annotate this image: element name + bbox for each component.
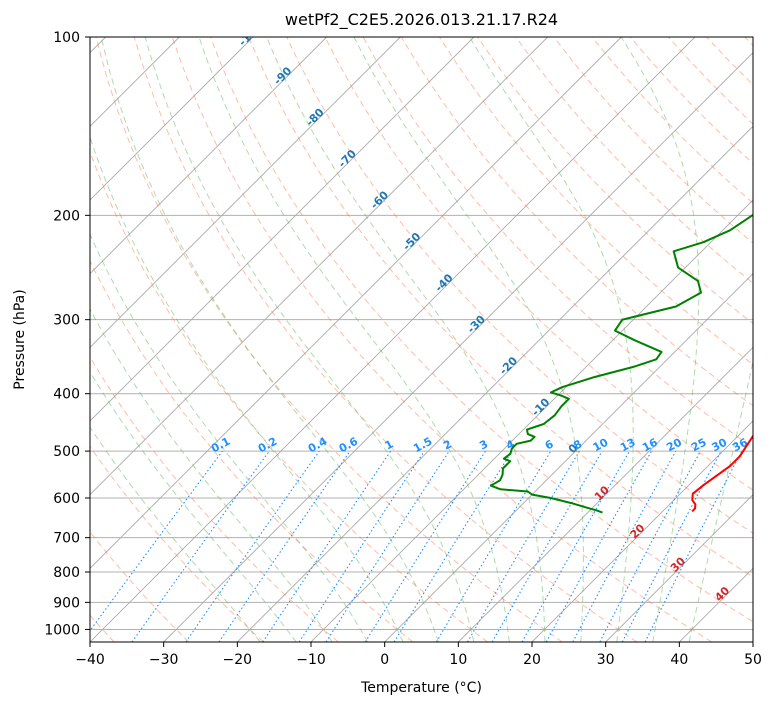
x-tick-label: −20 — [223, 652, 253, 668]
y-tick-label: 400 — [53, 387, 80, 403]
isotherm-line — [90, 37, 696, 642]
dry-adiabat-line — [324, 37, 753, 491]
mixing-ratio-label: 10 — [591, 435, 611, 454]
dry-adiabat-label: -100 — [236, 20, 265, 49]
isotherm-line — [90, 37, 401, 348]
moist-adiabat-line — [90, 370, 297, 642]
moist-adiabat-line — [688, 358, 753, 642]
moist-adiabat-line — [266, 37, 546, 642]
dewpoint-profile-line — [489, 213, 753, 514]
dry-adiabat-line — [515, 37, 753, 284]
mixing-ratio-line — [131, 450, 270, 642]
mixing-ratio-line — [218, 450, 351, 642]
x-tick-label: 20 — [523, 652, 541, 668]
plot-area: 0.10.20.40.611.52346810131620253036-100-… — [90, 20, 753, 642]
isotherm-line — [90, 37, 622, 569]
mixing-ratio-label: 30 — [710, 436, 730, 455]
moist-adiabat-line — [144, 37, 475, 642]
profile-series — [489, 213, 753, 514]
isotherm-line — [458, 346, 753, 642]
temperature-profile-line — [691, 434, 753, 513]
isotherm-line — [163, 52, 753, 642]
pressure-gridlines — [90, 37, 753, 630]
moist-adiabat-line — [100, 37, 439, 642]
y-tick-label: 300 — [53, 313, 80, 329]
mixing-ratio-line — [325, 450, 450, 642]
mixing-ratio-label: 20 — [664, 435, 684, 454]
dry-adiabat-line — [210, 37, 753, 623]
x-tick-label: −40 — [75, 652, 105, 668]
y-tick-label: 800 — [53, 565, 80, 581]
moist-adiabat-line — [90, 232, 369, 642]
isotherm-line — [90, 37, 327, 275]
chart-title: wetPf2_C2E5.2026.013.21.17.R24 — [285, 10, 558, 30]
mixing-ratio-line — [545, 450, 653, 642]
y-tick-label: 700 — [53, 531, 80, 547]
y-axis-label: Pressure (hPa) — [12, 289, 28, 389]
x-axis-label: Temperature (°C) — [360, 680, 482, 696]
x-tick-label: 10 — [449, 652, 467, 668]
x-tick-label: 50 — [744, 652, 762, 668]
moist-adiabat-line — [90, 135, 404, 642]
isotherm-line — [90, 37, 548, 496]
y-axis-ticks: 100 200 300 400 500 600 700 800 900 1000 — [44, 30, 90, 638]
isotherm-line — [531, 420, 753, 642]
dry-adiabat-line — [90, 445, 264, 642]
isotherm-lines — [90, 37, 753, 642]
isotherm-line — [384, 273, 753, 642]
x-tick-label: 30 — [597, 652, 615, 668]
background-line-labels: 0.10.20.40.611.52346810131620253036-100-… — [209, 20, 750, 604]
isotherm-line — [237, 125, 753, 642]
x-axis-ticks: −40 −30 −20 −10 0 10 20 30 40 50 — [75, 642, 762, 668]
mixing-ratio-line — [572, 450, 677, 642]
mixing-ratio-line — [521, 450, 630, 642]
mixing-ratio-lines — [90, 450, 743, 642]
mixing-ratio-line — [262, 450, 392, 642]
y-tick-label: 900 — [53, 595, 80, 611]
isotherm-line — [90, 37, 475, 422]
moist-adiabat-line — [198, 37, 510, 642]
mixing-ratio-line — [644, 450, 743, 642]
mixing-ratio-label: 25 — [689, 436, 709, 455]
dry-adiabat-line — [90, 356, 339, 642]
moist-adiabat-line — [90, 308, 333, 642]
isotherm-line — [310, 199, 753, 642]
y-tick-label: 200 — [53, 208, 80, 224]
dry-adiabat-line — [248, 37, 753, 578]
mixing-ratio-line — [298, 450, 425, 642]
x-tick-label: 40 — [670, 652, 688, 668]
plot-frame — [89, 36, 754, 643]
dry-adiabat-line — [133, 37, 638, 642]
y-tick-label: 1000 — [44, 622, 80, 638]
isotherm-line — [605, 494, 753, 642]
isotherm-line — [90, 37, 254, 201]
y-tick-label: 100 — [53, 30, 80, 46]
x-tick-label: −30 — [149, 652, 179, 668]
dry-adiabat-line — [90, 259, 414, 642]
moist-adiabat-line — [90, 426, 261, 642]
y-tick-label: 500 — [53, 444, 80, 460]
y-tick-label: 600 — [53, 491, 80, 507]
mixing-ratio-line — [393, 450, 513, 642]
x-tick-label: 0 — [380, 652, 389, 668]
dry-adiabat-line — [95, 37, 563, 642]
x-tick-label: −10 — [296, 652, 326, 668]
mixing-ratio-line — [90, 450, 223, 632]
mixing-ratio-label: 13 — [618, 436, 638, 455]
dry-adiabat-line — [286, 37, 753, 534]
mixing-ratio-line — [185, 450, 320, 642]
moist-adiabat-line — [353, 37, 584, 642]
mixing-ratio-label: 16 — [640, 436, 660, 455]
